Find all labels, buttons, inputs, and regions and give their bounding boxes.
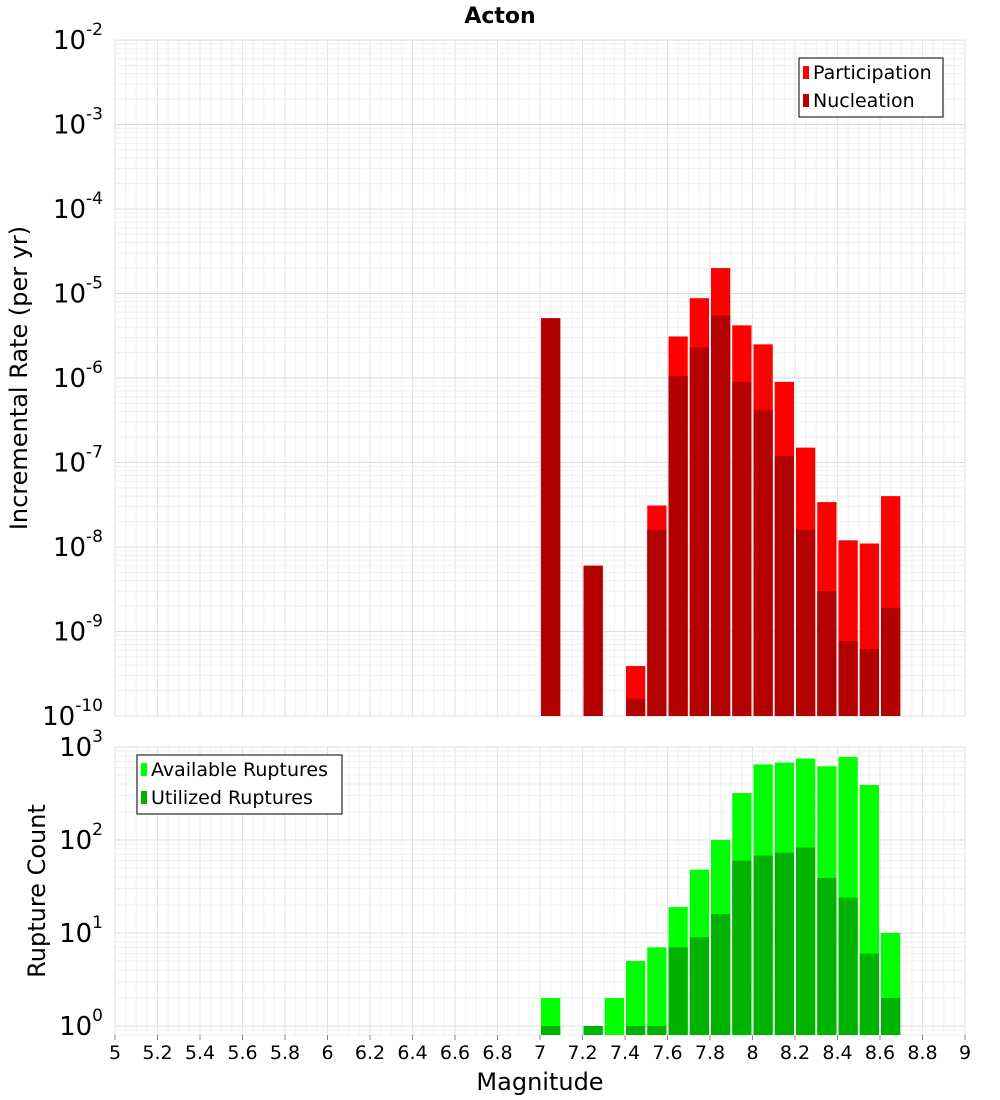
bar-inner-utilized-ruptures xyxy=(689,937,709,1035)
x-tick-label: 7.8 xyxy=(695,1042,725,1064)
bar-inner-utilized-ruptures xyxy=(626,1025,646,1035)
bar-available-ruptures xyxy=(541,997,561,1035)
bar-available-ruptures xyxy=(626,960,646,1035)
legend-swatch-utilized xyxy=(141,791,147,804)
x-tick-label: 5.2 xyxy=(142,1042,172,1064)
bar-inner-utilized-ruptures xyxy=(541,1025,561,1035)
legend-label-participation: Participation xyxy=(813,62,932,84)
bar-inner-nucleation xyxy=(796,529,816,716)
y-tick-label: 10-10 xyxy=(42,696,103,732)
bar-inner-nucleation xyxy=(859,649,879,716)
x-tick-label: 7 xyxy=(534,1042,546,1064)
x-tick-label: 5 xyxy=(109,1042,121,1064)
bar-inner-nucleation xyxy=(838,641,858,716)
bar-inner-nucleation xyxy=(732,381,752,716)
x-tick-label: 6.8 xyxy=(482,1042,512,1064)
x-tick-label: 8.2 xyxy=(780,1042,810,1064)
legend-swatch-participation xyxy=(803,66,809,79)
top-grid xyxy=(114,39,966,717)
y-tick-label: 100 xyxy=(59,1006,103,1042)
bar-inner-utilized-ruptures xyxy=(796,847,816,1035)
x-tick-label: 8.6 xyxy=(865,1042,895,1064)
top-y-ticks: 10-10 10-9 10-8 10-7 10-6 10-5 10-4 10-3 10-2 xyxy=(42,20,103,732)
legend-swatch-available xyxy=(141,763,147,776)
bar-inner-utilized-ruptures xyxy=(838,897,858,1035)
y-tick-label: 10-8 xyxy=(53,527,103,563)
top-y-axis-label: Incremental Rate (per yr) xyxy=(5,226,33,530)
bottom-legend-box xyxy=(136,754,343,815)
bar-available-ruptures xyxy=(604,997,624,1035)
x-tick-label: 9 xyxy=(959,1042,971,1064)
x-tick-label: 5.4 xyxy=(185,1042,215,1064)
bar-inner-nucleation xyxy=(774,455,794,716)
bar-inner-nucleation xyxy=(541,318,561,716)
x-tick-label: 8.4 xyxy=(822,1042,852,1064)
bar-inner-nucleation xyxy=(647,529,667,716)
bar-inner-utilized-ruptures xyxy=(711,914,731,1035)
bar-inner-utilized-ruptures xyxy=(732,860,752,1035)
y-tick-label: 10-2 xyxy=(53,20,103,56)
bar-inner-utilized-ruptures xyxy=(668,947,688,1035)
x-ticks: 5 5.2 5.4 5.6 5.8 6 6.2 6.4 6.6 6.8 7 7.2 7.4 7.6 7.8 8… xyxy=(109,1035,971,1064)
top-legend-box xyxy=(798,57,944,118)
bottom-y-axis-label: Rupture Count xyxy=(23,804,51,978)
y-tick-label: 102 xyxy=(59,820,103,856)
top-plot: 10-10 10-9 10-8 10-7 10-6 10-5 10-4 10-3 10-2 In… xyxy=(5,20,966,732)
y-tick-label: 10-5 xyxy=(53,274,103,310)
bar-inner-utilized-ruptures xyxy=(774,852,794,1035)
legend-label-utilized: Utilized Ruptures xyxy=(151,787,313,809)
bar-inner-nucleation xyxy=(881,607,901,716)
y-tick-label: 101 xyxy=(59,913,103,949)
x-tick-label: 7.4 xyxy=(610,1042,640,1064)
x-tick-label: 5.8 xyxy=(270,1042,300,1064)
x-tick-label: 6 xyxy=(321,1042,333,1064)
x-tick-label: 8.8 xyxy=(907,1042,937,1064)
bar-available-ruptures xyxy=(647,947,667,1035)
bar-inner-nucleation xyxy=(583,565,603,716)
x-tick-label: 5.6 xyxy=(227,1042,257,1064)
y-tick-label: 103 xyxy=(59,727,103,763)
x-tick-label: 6.4 xyxy=(397,1042,427,1064)
bar-inner-utilized-ruptures xyxy=(817,878,837,1035)
bottom-bars xyxy=(541,757,901,1035)
bottom-y-ticks: 100 101 102 103 xyxy=(59,727,103,1042)
bar-inner-nucleation xyxy=(689,347,709,716)
x-tick-label: 8 xyxy=(746,1042,758,1064)
legend-label-available: Available Ruptures xyxy=(151,759,328,781)
bar-inner-utilized-ruptures xyxy=(859,953,879,1035)
legend-swatch-nucleation xyxy=(803,94,809,107)
x-tick-label: 7.2 xyxy=(567,1042,597,1064)
bottom-plot: 100 101 102 103 5 5.2 5.4 5.6 5.8 6 6.2 6.4 6.6 6.8 7… xyxy=(23,727,971,1096)
y-tick-label: 10-3 xyxy=(53,105,103,141)
bar-inner-nucleation xyxy=(711,315,731,716)
top-legend: Participation Nucleation xyxy=(798,57,944,118)
x-tick-label: 6.2 xyxy=(355,1042,385,1064)
top-bars xyxy=(541,268,901,716)
bar-inner-nucleation xyxy=(817,591,837,716)
bar-inner-utilized-ruptures xyxy=(753,855,773,1035)
y-tick-label: 10-7 xyxy=(53,443,103,479)
bar-inner-nucleation xyxy=(668,376,688,716)
x-tick-label: 6.6 xyxy=(440,1042,470,1064)
x-tick-label: 7.6 xyxy=(652,1042,682,1064)
bottom-legend: Available Ruptures Utilized Ruptures xyxy=(136,754,343,815)
y-tick-label: 10-6 xyxy=(53,358,103,394)
legend-label-nucleation: Nucleation xyxy=(813,90,915,112)
bar-inner-utilized-ruptures xyxy=(881,997,901,1035)
chart-title: Acton xyxy=(464,4,535,29)
x-axis-label: Magnitude xyxy=(476,1068,603,1096)
bar-inner-utilized-ruptures xyxy=(583,1025,603,1035)
bar-inner-utilized-ruptures xyxy=(647,1025,667,1035)
bar-inner-nucleation xyxy=(753,409,773,716)
y-tick-label: 10-9 xyxy=(53,612,103,648)
y-tick-label: 10-4 xyxy=(53,189,103,225)
bar-inner-nucleation xyxy=(626,698,646,716)
